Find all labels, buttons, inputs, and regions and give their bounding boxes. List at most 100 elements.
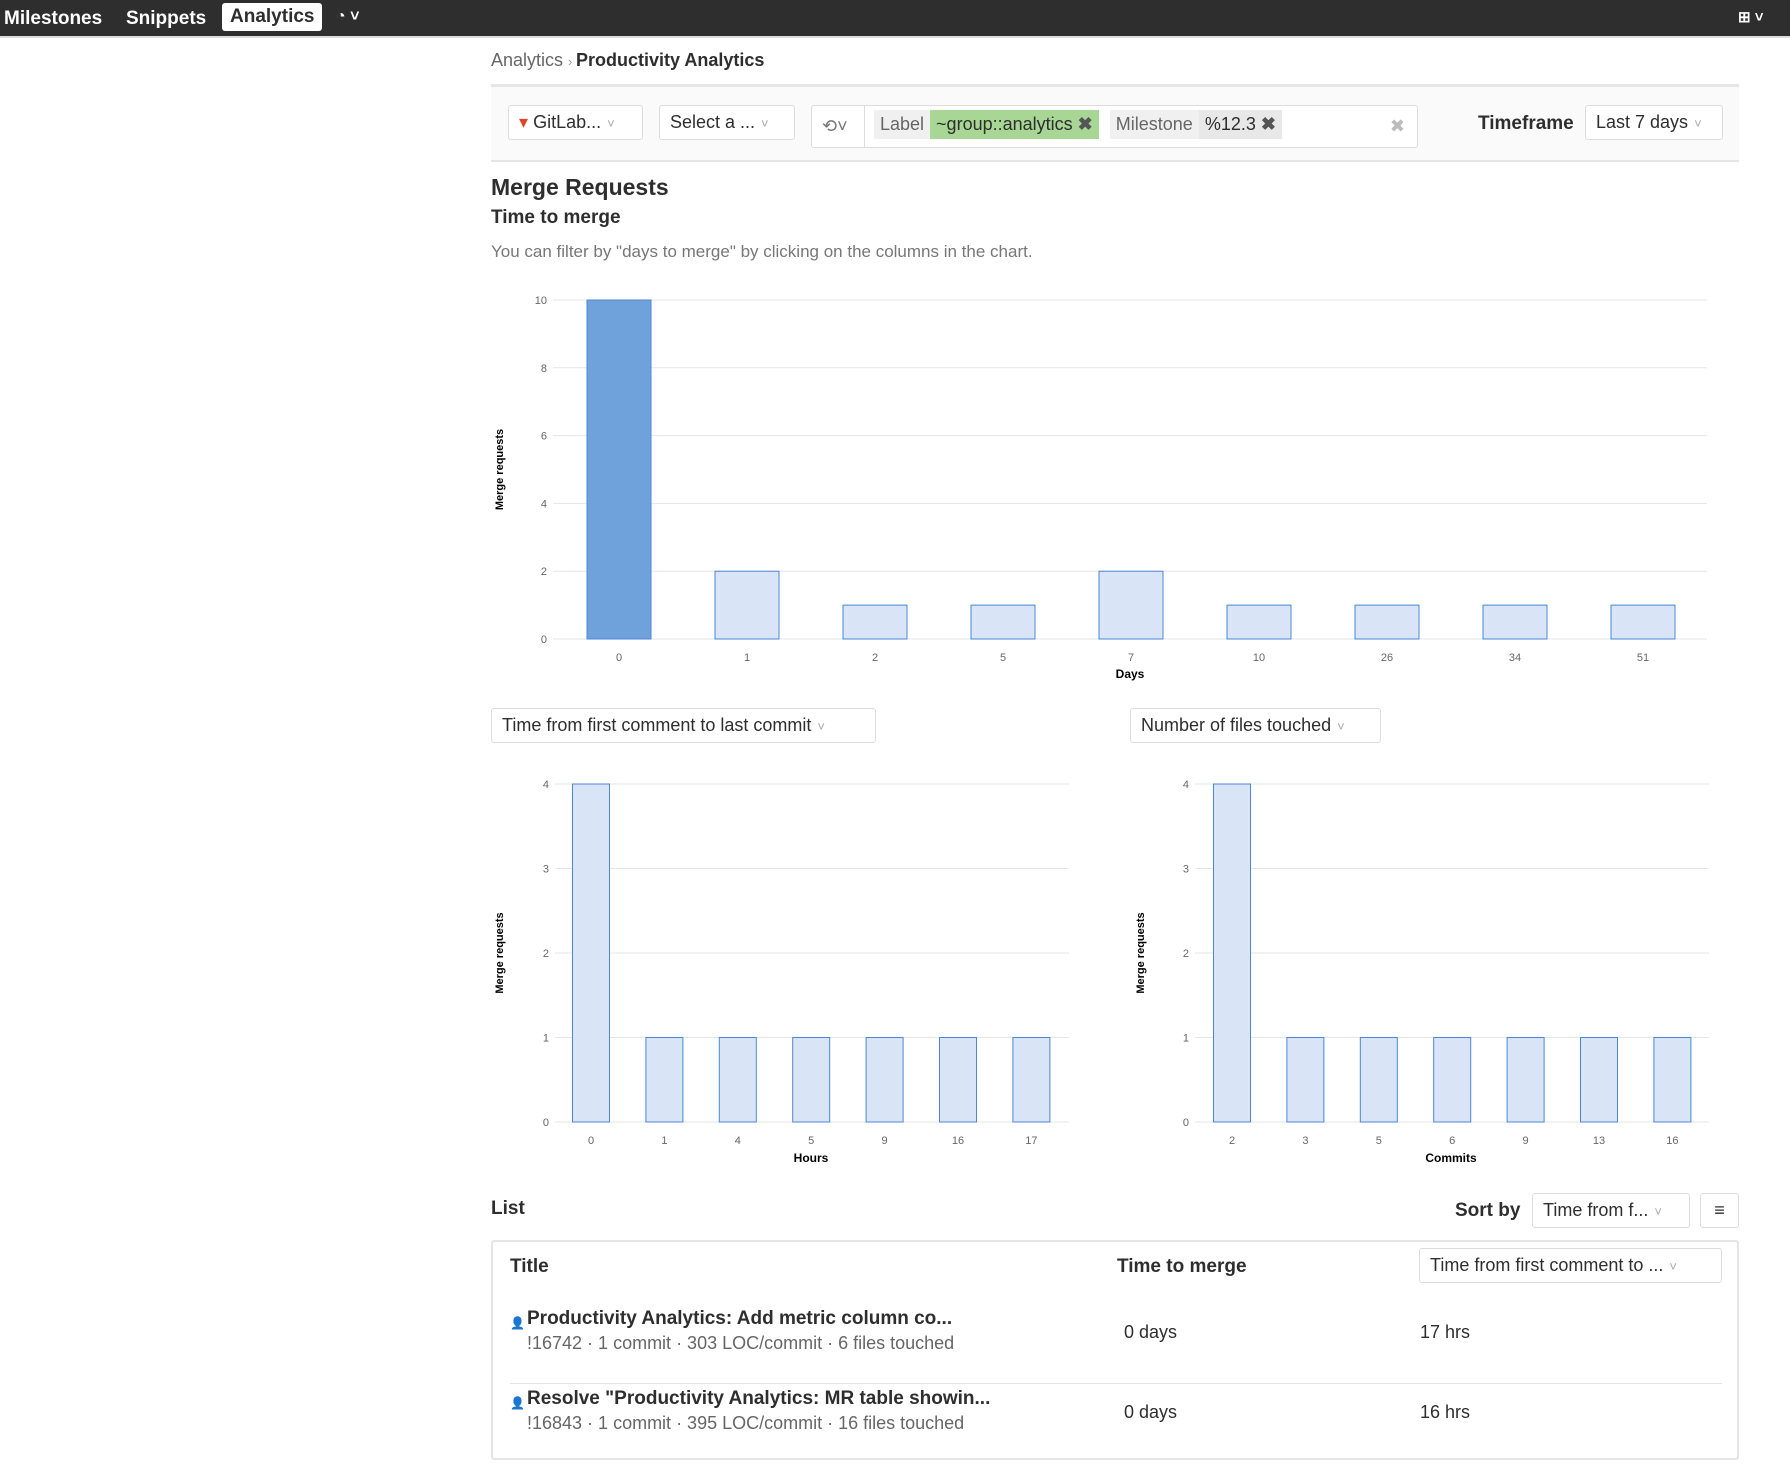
bar[interactable] — [1433, 1037, 1472, 1123]
x-axis-label: Hours — [794, 1151, 829, 1165]
bar[interactable] — [586, 299, 652, 640]
metric-select-right-value: Number of files touched — [1141, 715, 1332, 735]
mr-title-link[interactable]: Productivity Analytics: Add metric colum… — [527, 1308, 953, 1329]
y-tick-label: 10 — [535, 295, 547, 307]
bar[interactable] — [1653, 1037, 1692, 1123]
sort-value: Time from f... — [1543, 1200, 1649, 1220]
token-milestone-value[interactable]: %12.3 ✖ — [1198, 110, 1282, 139]
sort-label: Sort by — [1455, 1200, 1521, 1221]
mr-meta: !16843 · 1 commit · 395 LOC/commit · 16 … — [527, 1413, 965, 1433]
bar[interactable] — [714, 570, 780, 640]
x-tick-label: 16 — [1666, 1135, 1678, 1147]
x-tick-label: 9 — [882, 1135, 888, 1147]
nav-milestones[interactable]: Milestones — [4, 8, 103, 29]
y-tick-label: 0 — [543, 1117, 549, 1129]
avatar: 👤 — [510, 1396, 525, 1410]
group-dropdown[interactable]: ▾ GitLab... ˅ — [508, 105, 643, 140]
bar[interactable] — [1610, 604, 1676, 640]
dashboard-gauge-icon[interactable]: ◔ ˅ — [336, 8, 360, 25]
bar[interactable] — [718, 1037, 757, 1123]
x-tick-label: 1 — [744, 652, 750, 664]
bar[interactable] — [1580, 1037, 1618, 1123]
breadcrumb-parent[interactable]: Analytics — [491, 50, 564, 70]
x-tick-label: 26 — [1381, 652, 1393, 664]
metric-select-left[interactable]: Time from first comment to last commit ˅ — [491, 708, 876, 743]
x-tick-label: 13 — [1593, 1135, 1605, 1147]
y-tick-label: 2 — [541, 566, 547, 578]
metric-value: 17 hrs — [1420, 1322, 1471, 1342]
x-tick-label: 3 — [1302, 1135, 1308, 1147]
sort-direction-button[interactable]: ≡ — [1700, 1193, 1739, 1228]
x-tick-label: 0 — [616, 652, 622, 664]
y-axis-label: Merge requests — [494, 912, 506, 993]
x-tick-label: 34 — [1509, 652, 1521, 664]
y-tick-label: 6 — [541, 431, 547, 443]
nav-analytics[interactable]: Analytics — [222, 3, 323, 31]
x-tick-label: 10 — [1253, 652, 1265, 664]
section-title: Merge Requests — [491, 174, 669, 200]
col-title: Title — [510, 1256, 549, 1277]
bar[interactable] — [1226, 604, 1292, 640]
nav-snippets[interactable]: Snippets — [126, 8, 207, 29]
time-to-merge-value: 0 days — [1124, 1402, 1178, 1422]
plus-square-icon[interactable]: ⊞ ˅ — [1738, 9, 1764, 26]
timeframe-dropdown[interactable]: Last 7 days ˅ — [1585, 105, 1723, 140]
bar[interactable] — [1354, 604, 1420, 640]
token-label-text: ~group::analytics — [936, 114, 1073, 134]
y-tick-label: 3 — [1183, 864, 1189, 876]
table-row[interactable]: 👤 Productivity Analytics: Add metric col… — [510, 1304, 1722, 1384]
remove-token-icon[interactable]: ✖ — [1077, 114, 1093, 134]
mr-meta: !16742 · 1 commit · 303 LOC/commit · 6 f… — [527, 1333, 955, 1353]
time-to-merge-value: 0 days — [1124, 1322, 1178, 1342]
project-dropdown[interactable]: Select a ... ˅ — [659, 105, 795, 140]
bar[interactable] — [1098, 570, 1164, 640]
metric-value: 16 hrs — [1420, 1402, 1471, 1422]
bar[interactable] — [1012, 1037, 1051, 1123]
bar[interactable] — [970, 604, 1036, 640]
avatar: 👤 — [510, 1316, 525, 1330]
x-tick-label: 7 — [1128, 652, 1134, 664]
sort-dropdown[interactable]: Time from f... ˅ — [1532, 1193, 1690, 1228]
bar[interactable] — [645, 1037, 684, 1123]
timeframe-label: Timeframe — [1478, 113, 1574, 134]
metric-select-left-value: Time from first comment to last commit — [502, 715, 812, 735]
x-tick-label: 2 — [872, 652, 878, 664]
bar[interactable] — [1213, 783, 1251, 1123]
bar[interactable] — [842, 604, 908, 640]
history-icon[interactable]: ⟲˅ — [822, 116, 848, 136]
y-tick-label: 0 — [1183, 1117, 1189, 1129]
y-tick-label: 2 — [1183, 948, 1189, 960]
sort-lines-icon: ≡ — [1714, 1200, 1725, 1220]
x-tick-label: 0 — [588, 1135, 594, 1147]
clear-search-icon[interactable]: ✖ — [1389, 116, 1405, 136]
y-tick-label: 0 — [541, 634, 547, 646]
timeframe-value: Last 7 days — [1596, 112, 1689, 132]
y-tick-label: 4 — [1183, 779, 1189, 791]
token-label-value[interactable]: ~group::analytics ✖ — [930, 110, 1099, 139]
bar[interactable] — [792, 1037, 831, 1123]
remove-token-icon[interactable]: ✖ — [1260, 114, 1276, 134]
x-tick-label: 16 — [952, 1135, 964, 1147]
x-tick-label: 6 — [1449, 1135, 1455, 1147]
y-tick-label: 4 — [543, 779, 549, 791]
bar[interactable] — [572, 783, 610, 1123]
breadcrumb: Analytics › Productivity Analytics — [491, 50, 765, 70]
list-title: List — [491, 1198, 525, 1219]
bar[interactable] — [1506, 1037, 1545, 1123]
y-tick-label: 8 — [541, 363, 547, 375]
mr-title-link[interactable]: Resolve "Productivity Analytics: MR tabl… — [527, 1388, 991, 1409]
bar[interactable] — [939, 1037, 977, 1123]
metric-column-value: Time from first comment to ... — [1430, 1255, 1664, 1275]
filtered-search[interactable]: ⟲˅ Label ~group::analytics ✖ Milestone %12… — [811, 105, 1418, 148]
x-tick-label: 9 — [1523, 1135, 1529, 1147]
bar[interactable] — [865, 1037, 904, 1123]
metric-select-right[interactable]: Number of files touched ˅ — [1130, 708, 1381, 743]
bar[interactable] — [1482, 604, 1548, 640]
x-tick-label: 4 — [735, 1135, 741, 1147]
metric-column-dropdown[interactable]: Time from first comment to ... ˅ — [1419, 1248, 1722, 1283]
table-row[interactable]: 👤 Resolve "Productivity Analytics: MR ta… — [510, 1384, 1722, 1464]
bar[interactable] — [1359, 1037, 1398, 1123]
bar[interactable] — [1286, 1037, 1325, 1123]
x-tick-label: 5 — [1376, 1135, 1382, 1147]
